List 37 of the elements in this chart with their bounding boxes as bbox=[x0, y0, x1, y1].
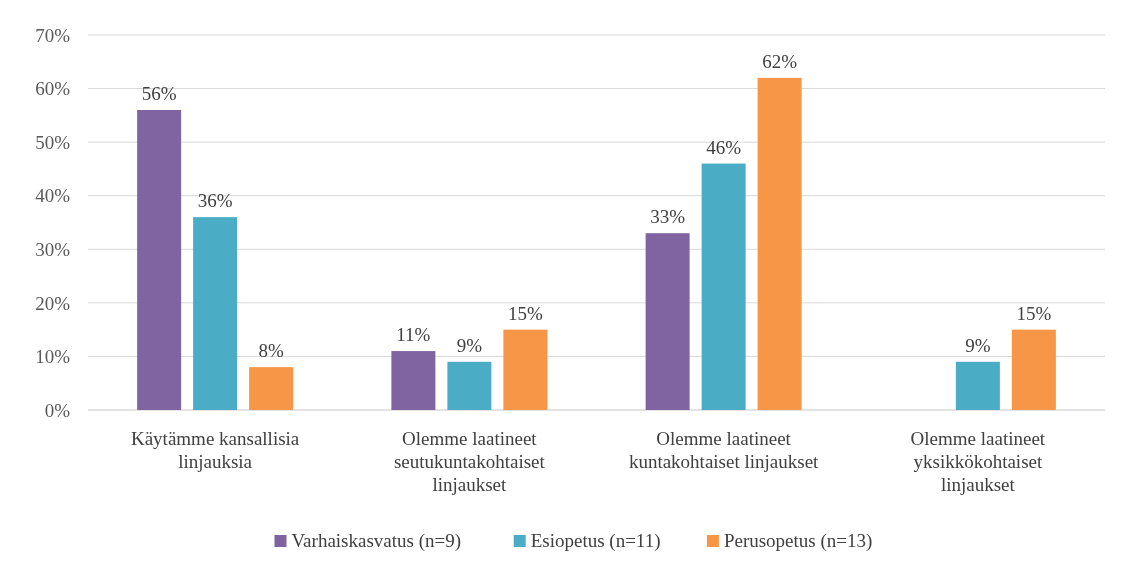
data-label: 9% bbox=[965, 334, 991, 356]
data-label: 8% bbox=[258, 340, 284, 362]
y-tick-label: 60% bbox=[35, 78, 71, 100]
y-tick-label: 70% bbox=[35, 24, 71, 46]
data-label: 9% bbox=[456, 334, 483, 356]
data-label: 33% bbox=[650, 206, 686, 228]
y-tick-label: 50% bbox=[35, 131, 71, 153]
bar bbox=[447, 361, 492, 410]
data-label: 11% bbox=[396, 324, 431, 346]
bar bbox=[645, 233, 690, 410]
y-tick-label: 30% bbox=[35, 238, 71, 260]
data-label: 15% bbox=[1016, 302, 1052, 324]
x-tick-label: Olemme laatineet seutukuntakohtaiset linjaukset bbox=[393, 428, 546, 495]
bar bbox=[249, 367, 294, 410]
legend-label: Perusopetus (n=13) bbox=[723, 530, 873, 552]
y-tick-label: 0% bbox=[44, 399, 71, 421]
y-tick-label: 20% bbox=[35, 292, 71, 314]
bar bbox=[503, 329, 548, 410]
x-tick-label: Käytämme kansallisia linjauksia bbox=[130, 428, 300, 472]
bar bbox=[955, 361, 1000, 410]
x-tick-label: Olemme laatineet kuntakohtaiset linjaukset bbox=[628, 428, 820, 472]
y-tick-label: 40% bbox=[35, 185, 71, 207]
bar bbox=[391, 351, 436, 410]
bar bbox=[757, 77, 802, 410]
bar bbox=[1011, 329, 1056, 410]
bar bbox=[193, 217, 238, 410]
bar bbox=[137, 110, 182, 410]
data-label: 36% bbox=[197, 190, 233, 212]
data-label: 15% bbox=[507, 302, 543, 324]
bar bbox=[701, 163, 746, 410]
data-label: 56% bbox=[141, 83, 177, 104]
y-tick-label: 10% bbox=[35, 346, 71, 368]
legend-label: Esiopetus (n=11) bbox=[530, 530, 661, 552]
data-label: 46% bbox=[706, 136, 742, 158]
data-label: 62% bbox=[762, 50, 798, 72]
x-tick-label: Olemme laatineet yksikkökohtaiset linjaukset bbox=[910, 428, 1046, 495]
legend-label: Varhaiskasvatus (n=9) bbox=[291, 530, 462, 552]
